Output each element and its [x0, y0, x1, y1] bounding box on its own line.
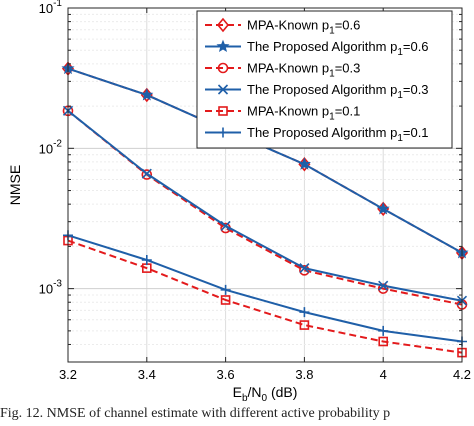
legend: MPA-Known p1=0.6 The Proposed Algorithm p… — [196, 10, 453, 149]
x-tick-label: 4 — [380, 367, 387, 382]
series-line — [67, 234, 463, 343]
x-axis-label-part: b — [242, 393, 248, 404]
marker-circle — [141, 169, 153, 180]
marker-star — [297, 157, 311, 170]
legend-item: The Proposed Algorithm p1=0.1 — [205, 125, 429, 144]
legend-item: The Proposed Algorithm p1=0.3 — [205, 82, 429, 101]
legend-item: MPA-Known p1=0.1 — [205, 104, 360, 123]
x-axis-label-part: (dB) — [267, 384, 297, 400]
marker-plus — [299, 307, 310, 318]
x-tick-label: 3.6 — [217, 367, 235, 382]
legend-box — [196, 10, 453, 149]
marker-square — [220, 295, 231, 305]
x-axis-label-part: /N — [248, 384, 262, 400]
marker-plus — [218, 127, 228, 138]
marker-star — [376, 202, 390, 215]
y-tick-label: 10-3 — [39, 279, 63, 297]
y-tick-label: 10-2 — [39, 138, 63, 156]
series-line — [67, 239, 463, 354]
marker-plus — [378, 325, 389, 336]
plot-area-frame — [67, 7, 463, 363]
y-tick-exponent: -1 — [53, 0, 62, 9]
marker-circle — [299, 265, 310, 276]
x-tick-label: 3.4 — [138, 367, 156, 382]
y-tick-label: 10-1 — [39, 0, 63, 16]
x-axis-label-part: E — [233, 384, 242, 400]
x-tick-label: 3.2 — [59, 367, 77, 382]
marker-star — [140, 88, 154, 101]
x-tick-label: 4.2 — [453, 367, 471, 382]
series-6 — [63, 230, 467, 347]
legend-label: MPA-Known p1=0.6 — [247, 18, 360, 37]
x-axis-label: Eb/N0 (dB) — [233, 384, 298, 404]
y-tick-exponent: -3 — [53, 279, 62, 290]
figure-caption: Fig. 12. NMSE of channel estimate with d… — [0, 406, 391, 421]
legend-label: MPA-Known p1=0.3 — [247, 61, 360, 80]
marker-plus — [220, 284, 231, 295]
marker-x — [378, 280, 389, 291]
marker-diamond — [216, 17, 230, 33]
legend-item: The Proposed Algorithm p1=0.6 — [205, 39, 429, 58]
marker-square — [299, 320, 310, 330]
marker-square — [378, 336, 389, 347]
marker-x — [299, 263, 310, 274]
axis-ticks: 3.2 3.4 3.6 3.8 4 4.2 10-1 10-2 10-3 — [39, 0, 471, 382]
legend-label: The Proposed Algorithm p1=0.1 — [247, 125, 429, 144]
y-tick-exponent: -2 — [53, 138, 62, 149]
marker-circle — [217, 62, 229, 74]
marker-star — [216, 39, 230, 53]
series-5 — [63, 235, 467, 358]
legend-label: The Proposed Algorithm p1=0.6 — [247, 39, 429, 58]
marker-x — [220, 220, 231, 231]
x-tick-label: 3.8 — [295, 367, 313, 382]
legend-label: The Proposed Algorithm p1=0.3 — [247, 82, 429, 101]
marker-plus — [141, 254, 152, 265]
marker-x — [217, 84, 229, 95]
legend-item: MPA-Known p1=0.6 — [205, 18, 360, 37]
x-axis-label-part: 0 — [262, 393, 268, 404]
series-line — [67, 110, 463, 302]
series-4 — [62, 105, 468, 306]
marker-x — [141, 168, 152, 179]
legend-label: MPA-Known p1=0.1 — [247, 104, 360, 123]
series-line — [67, 110, 463, 306]
marker-circle — [377, 283, 389, 294]
marker-square — [218, 106, 228, 116]
y-axis-label: NMSE — [7, 165, 23, 205]
legend-item: MPA-Known p1=0.3 — [205, 61, 360, 80]
